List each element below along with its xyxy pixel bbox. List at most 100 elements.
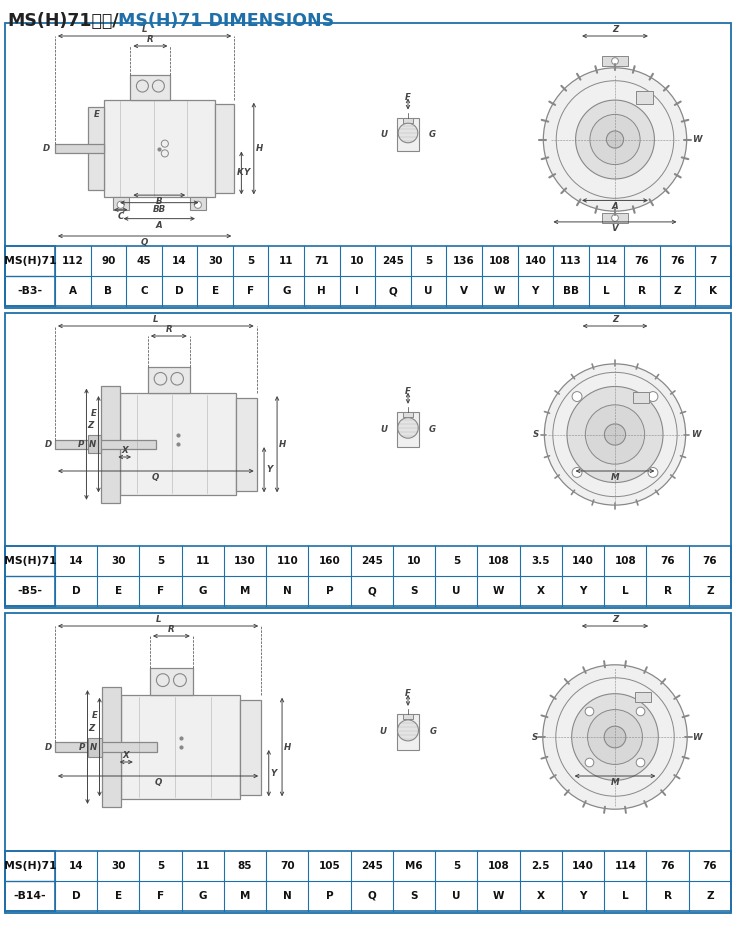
Text: X: X	[123, 751, 129, 760]
Circle shape	[398, 418, 418, 439]
Text: 30: 30	[111, 861, 126, 871]
Text: G: G	[429, 425, 436, 434]
Text: K: K	[709, 286, 717, 296]
Bar	[55, 439, 157, 449]
Bar	[130, 75, 171, 100]
Text: P: P	[79, 743, 85, 751]
Text: H: H	[256, 144, 263, 153]
Text: W: W	[493, 891, 504, 901]
Text: Z: Z	[612, 25, 618, 34]
Bar	[5, 613, 731, 913]
Bar	[5, 851, 731, 911]
Bar	[190, 198, 206, 210]
Text: MS(H)71 DIMENSIONS: MS(H)71 DIMENSIONS	[118, 12, 334, 30]
Text: 108: 108	[614, 556, 637, 566]
Text: S: S	[410, 891, 418, 901]
Text: MS(H)71: MS(H)71	[4, 256, 57, 266]
Text: 10: 10	[407, 556, 421, 566]
Bar	[150, 668, 193, 695]
Text: G: G	[429, 130, 436, 139]
Text: 76: 76	[670, 256, 685, 266]
Text: M: M	[611, 778, 620, 787]
Bar	[397, 411, 419, 447]
Circle shape	[572, 392, 582, 401]
Bar	[88, 737, 102, 757]
Text: K: K	[237, 169, 243, 177]
Circle shape	[194, 202, 201, 208]
Text: U: U	[380, 728, 387, 736]
Text: D: D	[45, 743, 52, 751]
Text: 130: 130	[234, 556, 256, 566]
Bar	[121, 695, 240, 800]
Text: D: D	[72, 891, 80, 901]
Text: -B3-: -B3-	[18, 286, 43, 296]
Text: F: F	[405, 93, 411, 102]
Text: A: A	[612, 202, 618, 212]
Text: 45: 45	[137, 256, 151, 266]
Text: U: U	[381, 130, 387, 139]
Text: Y: Y	[531, 286, 539, 296]
Text: R: R	[664, 891, 672, 901]
Circle shape	[648, 392, 658, 401]
Text: 76: 76	[635, 256, 649, 266]
Text: P: P	[78, 439, 85, 449]
Text: U: U	[452, 586, 461, 596]
Text: W: W	[493, 586, 504, 596]
Text: L: L	[622, 891, 628, 901]
Text: C: C	[140, 286, 148, 296]
Text: Q: Q	[389, 286, 398, 296]
Text: S: S	[410, 586, 418, 596]
Text: -B5-: -B5-	[18, 586, 43, 596]
Bar	[398, 118, 418, 151]
Text: F: F	[405, 387, 411, 397]
Text: 5: 5	[157, 861, 164, 871]
Bar	[603, 213, 628, 223]
Text: R: R	[638, 286, 646, 296]
Text: M: M	[611, 473, 620, 482]
Text: 30: 30	[208, 256, 223, 266]
Text: BB: BB	[153, 204, 166, 214]
Text: Z: Z	[706, 586, 714, 596]
Text: X: X	[537, 586, 545, 596]
Text: 110: 110	[276, 556, 298, 566]
Text: R: R	[168, 625, 175, 634]
Circle shape	[587, 710, 642, 764]
Text: Z: Z	[88, 723, 95, 732]
Text: S: S	[531, 732, 538, 742]
Text: N: N	[89, 439, 96, 449]
Circle shape	[572, 467, 582, 478]
Text: Q: Q	[368, 891, 376, 901]
Circle shape	[604, 726, 625, 748]
Text: U: U	[380, 425, 387, 434]
Text: Q: Q	[152, 473, 159, 482]
Text: Q: Q	[141, 238, 148, 247]
Text: V: V	[612, 224, 618, 233]
Text: 76: 76	[703, 861, 717, 871]
Text: 113: 113	[560, 256, 582, 266]
Text: 245: 245	[382, 256, 404, 266]
Bar	[404, 411, 413, 417]
Circle shape	[585, 707, 594, 716]
Bar	[404, 714, 413, 719]
Text: 3.5: 3.5	[531, 556, 550, 566]
Text: F: F	[405, 689, 411, 698]
Circle shape	[398, 123, 417, 143]
Text: R: R	[147, 35, 154, 44]
Bar	[635, 691, 651, 703]
Text: E: E	[115, 891, 122, 901]
Text: 76: 76	[660, 556, 675, 566]
Circle shape	[572, 693, 659, 780]
Text: 5: 5	[425, 256, 432, 266]
Text: 5: 5	[453, 861, 460, 871]
Text: Q: Q	[368, 586, 376, 596]
Text: 30: 30	[111, 556, 126, 566]
Text: Q: Q	[154, 778, 162, 787]
Text: M: M	[240, 586, 251, 596]
Text: R: R	[165, 325, 172, 334]
Circle shape	[585, 405, 645, 464]
Bar	[104, 100, 215, 198]
Bar	[102, 688, 121, 807]
Text: N: N	[90, 743, 98, 751]
Bar	[55, 743, 157, 752]
Circle shape	[606, 131, 623, 148]
